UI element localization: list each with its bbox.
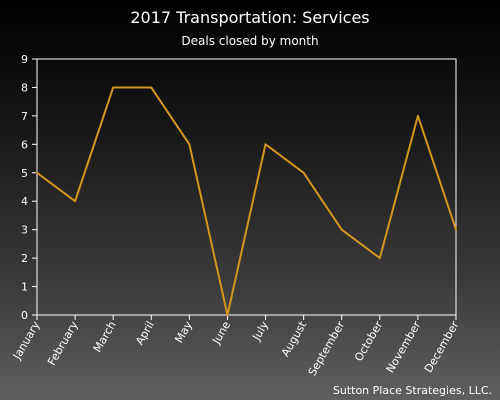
y-tick-label: 3 [21,224,28,237]
data-point-december [455,228,457,231]
data-point-january [36,171,38,174]
x-tick-label-december: December [422,319,462,375]
y-tick-label: 5 [21,167,28,180]
series-points [36,86,457,316]
plot-area-frame [36,58,457,316]
data-point-august [302,171,305,174]
x-tick-label-april: April [133,319,157,347]
y-tick-label: 6 [21,138,28,151]
data-point-june [226,314,229,316]
y-tick-label: 2 [21,252,28,265]
data-point-may [188,143,191,146]
y-tick-label: 1 [21,281,28,294]
x-tick-label-august: August [279,318,310,358]
x-tick-label-september: September [306,319,348,379]
x-tick-label-july: July [249,319,271,344]
series-line [36,86,457,316]
data-point-april [150,86,153,89]
credit-text: Sutton Place Strategies, LLC. [333,384,492,397]
y-axis-ticks: 0 1 2 3 4 5 6 7 8 9 [21,53,37,322]
x-tick-label-october: October [352,319,386,364]
chart-title: 2017 Transportation: Services [130,8,369,27]
x-tick-label-june: June [209,319,233,347]
chart-subtitle: Deals closed by month [181,34,318,48]
data-point-march [112,86,115,89]
x-tick-label-november: November [384,319,424,375]
y-tick-label: 7 [21,110,28,123]
data-point-november [416,114,419,117]
data-point-february [74,200,77,203]
data-point-july [264,143,267,146]
x-tick-label-march: March [91,319,119,355]
y-tick-label: 9 [21,53,28,66]
y-tick-label: 0 [21,309,28,322]
x-tick-label-may: May [172,319,195,346]
y-tick-label: 8 [21,81,28,94]
x-tick-label-february: February [45,319,81,368]
y-tick-label: 4 [21,195,28,208]
x-axis-ticks: January February March April May June July Augu… [10,315,462,378]
x-tick-label-january: January [10,319,43,363]
data-point-september [340,228,343,231]
data-point-october [378,257,381,260]
